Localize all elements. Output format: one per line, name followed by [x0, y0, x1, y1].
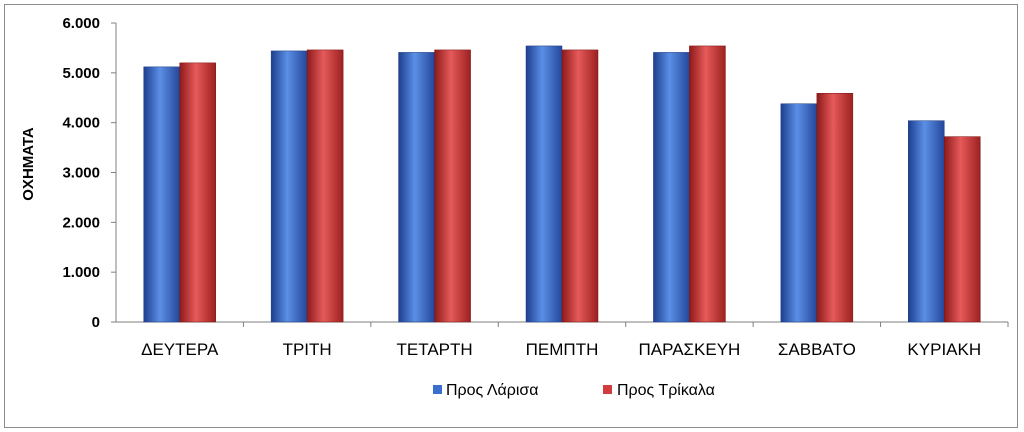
x-tick-label: ΤΡΙΤΗ — [283, 340, 332, 359]
bar-trikala-6 — [944, 136, 981, 323]
bar-larisa-3 — [525, 45, 563, 323]
bar-larisa-2 — [398, 52, 435, 323]
y-tick-label: 4.000 — [62, 115, 100, 132]
bar-larisa-1 — [270, 50, 308, 323]
x-tick-label: ΠΑΡΑΣΚΕΥΗ — [639, 340, 741, 359]
legend: Προς Λάρισα Προς Τρίκαλα — [433, 382, 715, 399]
legend-swatch-trikala — [603, 385, 612, 394]
bar-larisa-4 — [653, 52, 690, 323]
bar-larisa-0 — [143, 66, 180, 323]
y-tick-label: 6.000 — [62, 15, 100, 32]
y-axis-ticks: 0 1.000 2.000 3.000 4.000 5.000 6.000 — [62, 15, 116, 331]
bar-larisa-5 — [780, 103, 818, 323]
x-tick-label: ΠΕΜΠΤΗ — [526, 340, 599, 359]
y-tick-label: 2.000 — [62, 214, 100, 231]
y-tick-label: 0 — [92, 314, 100, 331]
bar-trikala-5 — [816, 93, 854, 323]
legend-swatch-larisa — [433, 385, 442, 394]
x-axis-labels: ΔΕΥΤΕΡΑ ΤΡΙΤΗ ΤΕΤΑΡΤΗ ΠΕΜΠΤΗ ΠΑΡΑΣΚΕΥΗ ΣΑΒΒΑΤ… — [141, 322, 1009, 359]
bar-trikala-1 — [306, 49, 344, 323]
x-tick-label: ΚΥΡΙΑΚΗ — [907, 340, 981, 359]
legend-label-larisa: Προς Λάρισα — [446, 382, 539, 399]
bars — [143, 45, 981, 323]
bar-trikala-0 — [179, 62, 216, 323]
x-tick-label: ΤΕΤΑΡΤΗ — [396, 340, 472, 359]
y-tick-label: 1.000 — [62, 264, 100, 281]
y-tick-label: 3.000 — [62, 165, 100, 182]
y-tick-label: 5.000 — [62, 65, 100, 82]
x-tick-label: ΣΑΒΒΑΤΟ — [778, 340, 856, 359]
bar-trikala-3 — [561, 49, 599, 323]
bar-trikala-2 — [434, 49, 471, 323]
x-tick-label: ΔΕΥΤΕΡΑ — [141, 340, 219, 359]
legend-label-trikala: Προς Τρίκαλα — [617, 382, 715, 399]
bar-larisa-6 — [908, 120, 945, 323]
bar-trikala-4 — [689, 45, 726, 323]
y-axis-title: ΟΧΗΜΑΤΑ — [20, 127, 37, 201]
